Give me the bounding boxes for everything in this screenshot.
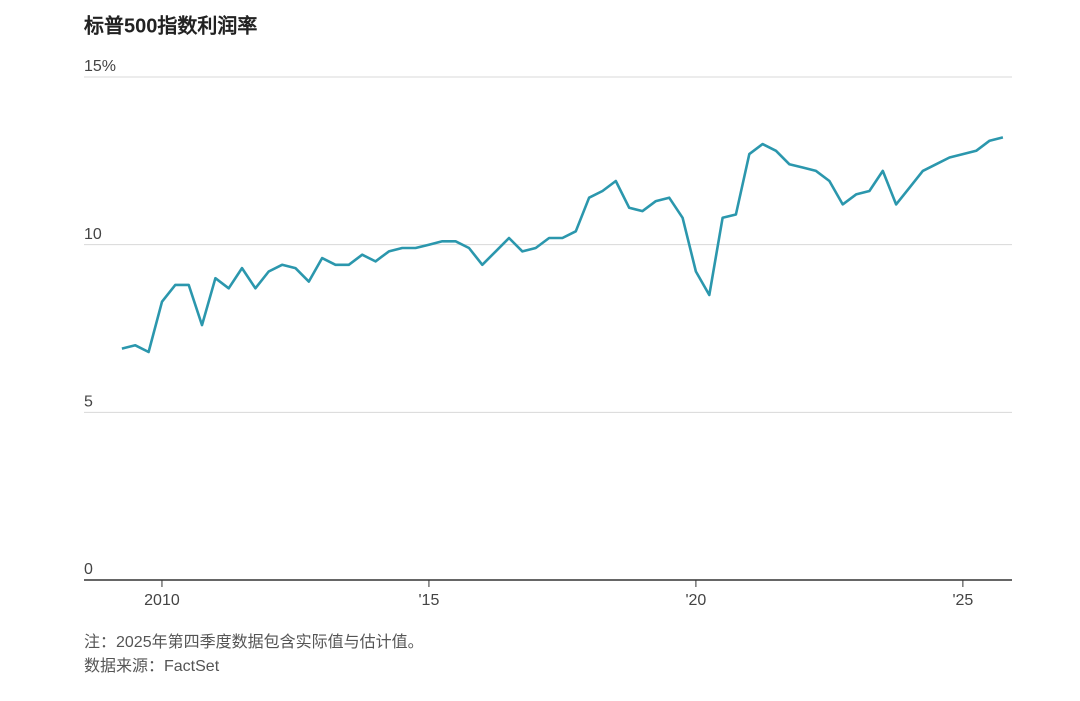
y-tick-label: 0 [84,561,93,578]
data-line [121,136,1004,354]
y-tick-label: 10 [84,226,102,243]
y-tick-label: 5 [84,394,93,411]
x-tick-label: '20 [685,592,706,609]
chart-title: 标普500指数利润率 [84,13,257,37]
source: 数据来源：FactSet [84,657,220,675]
y-tick-label: 15% [84,58,116,75]
x-tick-label: 2010 [144,592,180,609]
x-tick-label: '15 [419,592,440,609]
note: 注：2025年第四季度数据包含实际值与估计值。 [84,633,424,651]
x-tick-label: '25 [952,592,973,609]
